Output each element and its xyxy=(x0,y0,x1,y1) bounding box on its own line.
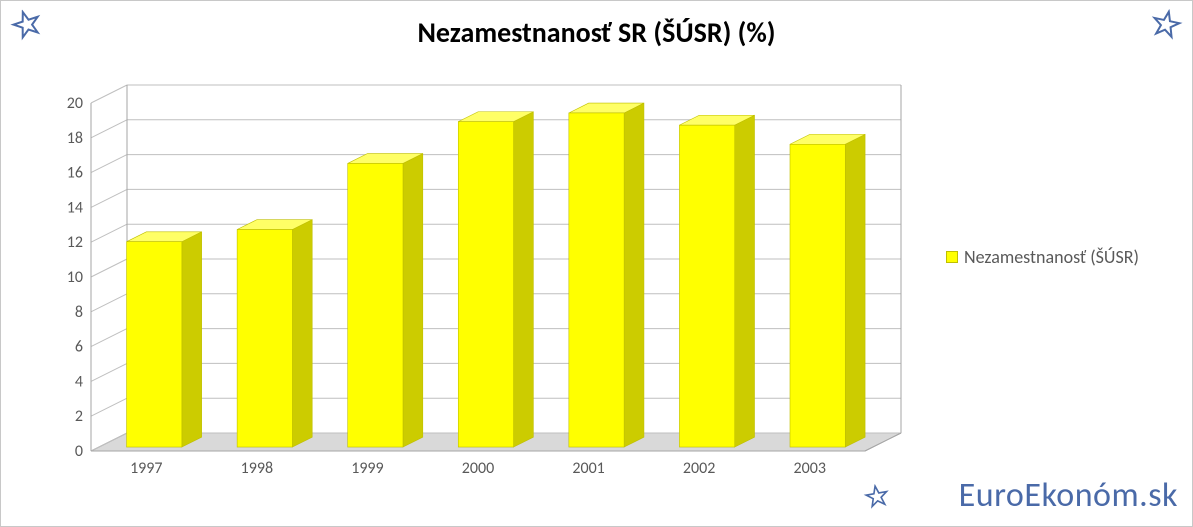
svg-text:16: 16 xyxy=(67,164,83,183)
svg-text:2001: 2001 xyxy=(572,459,604,478)
legend: Nezamestnanosť (ŠÚSR) xyxy=(946,246,1139,268)
svg-text:8: 8 xyxy=(75,303,83,322)
svg-text:20: 20 xyxy=(67,94,83,113)
bar-chart-3d: 0 2 4 6 8 10 12 14 16 18 20 1997 1998 1999 2000 2001 200… xyxy=(41,61,921,491)
svg-text:12: 12 xyxy=(67,233,83,252)
svg-text:6: 6 xyxy=(75,338,83,357)
star-icon xyxy=(1147,6,1185,44)
svg-text:2: 2 xyxy=(75,407,83,426)
svg-text:2003: 2003 xyxy=(793,459,825,478)
svg-text:10: 10 xyxy=(67,268,83,287)
chart-container: Nezamestnanosť SR (ŠÚSR) (%) 0 2 4 6 8 10 12 14… xyxy=(0,0,1193,527)
svg-text:2002: 2002 xyxy=(683,459,715,478)
watermark: EuroEkonóm.sk xyxy=(959,475,1178,516)
plot-region: 0 2 4 6 8 10 12 14 16 18 20 1997 1998 1999 2000 2001 200… xyxy=(41,61,921,491)
legend-label: Nezamestnanosť (ŠÚSR) xyxy=(964,246,1139,268)
svg-text:1997: 1997 xyxy=(130,459,162,478)
svg-text:1998: 1998 xyxy=(241,459,273,478)
svg-text:2000: 2000 xyxy=(462,459,494,478)
svg-text:4: 4 xyxy=(75,372,83,391)
svg-text:14: 14 xyxy=(67,198,83,217)
svg-text:18: 18 xyxy=(67,129,83,148)
svg-text:0: 0 xyxy=(75,442,83,461)
legend-swatch xyxy=(946,251,958,263)
chart-title: Nezamestnanosť SR (ŠÚSR) (%) xyxy=(1,1,1192,56)
svg-text:1999: 1999 xyxy=(351,459,383,478)
star-icon xyxy=(862,482,892,512)
